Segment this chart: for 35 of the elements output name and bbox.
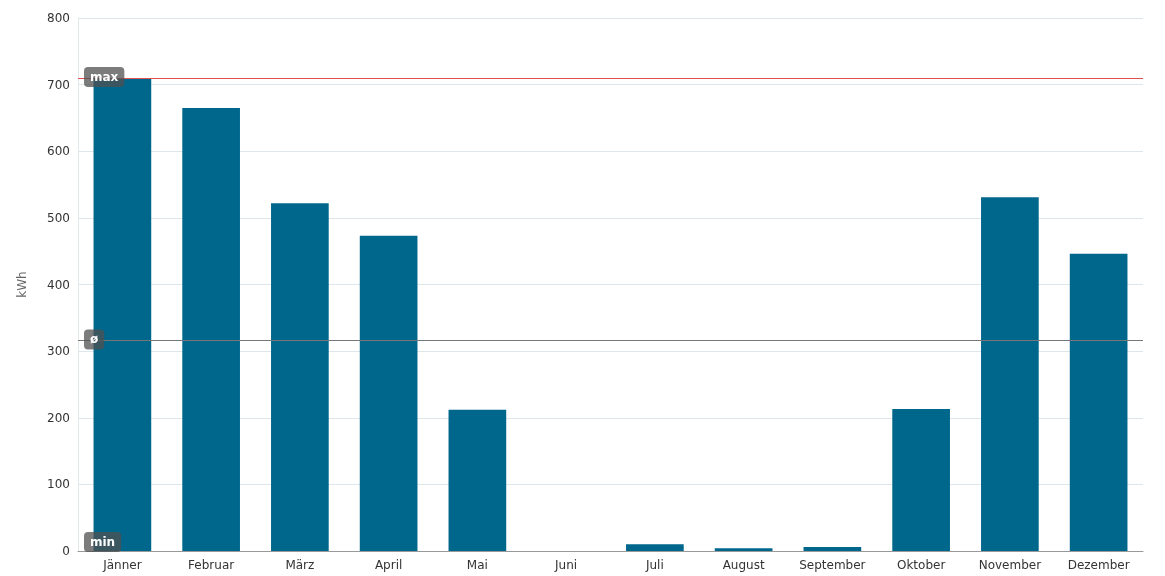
bar xyxy=(1069,253,1128,551)
bar xyxy=(714,548,773,551)
y-tick-label: 400 xyxy=(47,277,70,292)
bar xyxy=(803,547,862,551)
bar xyxy=(182,107,240,551)
y-tick-label: 0 xyxy=(62,544,70,558)
x-tick-label: November xyxy=(978,558,1042,572)
bar xyxy=(981,197,1039,551)
y-tick-label: 800 xyxy=(47,11,70,25)
x-tick-label: Dezember xyxy=(1067,558,1130,572)
bar xyxy=(892,409,950,551)
y-axis-title: kWh xyxy=(15,271,29,298)
y-tick-label: 700 xyxy=(47,77,70,92)
x-tick-label: Juni xyxy=(554,558,578,572)
y-tick-label: 500 xyxy=(47,210,70,225)
x-tick-label: Juli xyxy=(644,558,664,572)
y-tick-label: 300 xyxy=(47,344,70,359)
x-tick-label: Mai xyxy=(466,558,488,572)
ref-line-label: max xyxy=(90,69,119,84)
x-tick-label: September xyxy=(799,558,866,572)
x-tick-label: August xyxy=(722,558,765,572)
x-tick-label: Jänner xyxy=(102,558,142,572)
annotation: min xyxy=(90,535,116,549)
x-tick-label: Oktober xyxy=(896,558,946,572)
bar xyxy=(271,203,329,551)
bar xyxy=(359,235,418,551)
y-tick-label: 200 xyxy=(47,410,70,425)
x-tick-label: April xyxy=(374,558,403,572)
x-tick-label: Februar xyxy=(188,558,235,572)
bar xyxy=(626,544,684,551)
ref-line-label: ø xyxy=(90,332,99,347)
y-tick-label: 600 xyxy=(47,144,70,159)
bar xyxy=(448,409,507,551)
x-tick-label: März xyxy=(285,558,315,572)
y-tick-label: 100 xyxy=(47,477,70,492)
